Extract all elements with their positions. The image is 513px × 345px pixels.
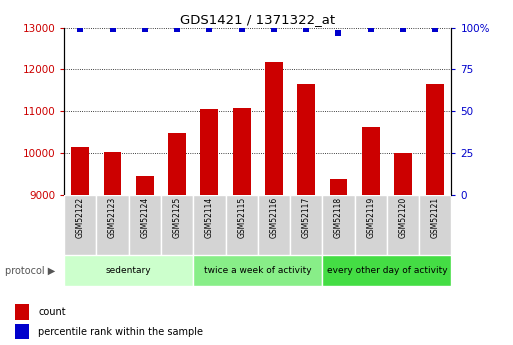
Bar bbox=[394, 153, 412, 345]
Text: sedentary: sedentary bbox=[106, 266, 151, 275]
Bar bbox=[419, 195, 451, 255]
Text: GSM52119: GSM52119 bbox=[366, 197, 375, 238]
Bar bbox=[64, 255, 193, 286]
Bar bbox=[136, 176, 154, 345]
Bar bbox=[15, 304, 29, 320]
Text: every other day of activity: every other day of activity bbox=[327, 266, 447, 275]
Bar bbox=[71, 147, 89, 345]
Bar bbox=[193, 195, 226, 255]
Text: GSM52116: GSM52116 bbox=[269, 197, 279, 238]
Point bbox=[108, 27, 116, 32]
Point bbox=[173, 27, 181, 32]
Text: GSM52117: GSM52117 bbox=[302, 197, 311, 238]
Text: GSM52124: GSM52124 bbox=[141, 197, 149, 238]
Point bbox=[367, 27, 375, 32]
Point bbox=[270, 27, 278, 32]
Text: GSM52121: GSM52121 bbox=[431, 197, 440, 238]
Bar bbox=[426, 83, 444, 345]
Bar bbox=[290, 195, 322, 255]
Bar bbox=[387, 195, 419, 255]
Point bbox=[141, 27, 149, 32]
Point bbox=[205, 27, 213, 32]
Point bbox=[302, 27, 310, 32]
Bar bbox=[362, 127, 380, 345]
Bar bbox=[104, 152, 122, 345]
Text: twice a week of activity: twice a week of activity bbox=[204, 266, 311, 275]
Text: GSM52122: GSM52122 bbox=[76, 197, 85, 238]
Text: GSM52125: GSM52125 bbox=[172, 197, 182, 238]
Point bbox=[76, 27, 84, 32]
Text: GSM52120: GSM52120 bbox=[399, 197, 407, 238]
Text: protocol ▶: protocol ▶ bbox=[5, 266, 55, 276]
Point bbox=[399, 27, 407, 32]
Text: GSM52114: GSM52114 bbox=[205, 197, 214, 238]
Point bbox=[238, 27, 246, 32]
Point bbox=[431, 27, 440, 32]
Bar bbox=[96, 195, 129, 255]
Bar bbox=[298, 83, 315, 345]
Bar bbox=[15, 324, 29, 339]
Bar bbox=[258, 195, 290, 255]
Bar bbox=[354, 195, 387, 255]
Text: GSM52115: GSM52115 bbox=[237, 197, 246, 238]
Bar bbox=[265, 62, 283, 345]
Text: GSM52123: GSM52123 bbox=[108, 197, 117, 238]
Text: count: count bbox=[38, 307, 66, 317]
Bar bbox=[64, 195, 96, 255]
Text: GSM52118: GSM52118 bbox=[334, 197, 343, 238]
Title: GDS1421 / 1371322_at: GDS1421 / 1371322_at bbox=[180, 13, 336, 27]
Bar bbox=[161, 195, 193, 255]
Bar bbox=[322, 255, 451, 286]
Bar bbox=[329, 179, 347, 345]
Bar bbox=[201, 109, 218, 345]
Bar bbox=[226, 195, 258, 255]
Bar bbox=[129, 195, 161, 255]
Bar bbox=[322, 195, 354, 255]
Text: percentile rank within the sample: percentile rank within the sample bbox=[38, 327, 204, 337]
Bar bbox=[168, 133, 186, 345]
Bar bbox=[193, 255, 322, 286]
Bar bbox=[233, 108, 250, 345]
Point bbox=[334, 30, 343, 36]
